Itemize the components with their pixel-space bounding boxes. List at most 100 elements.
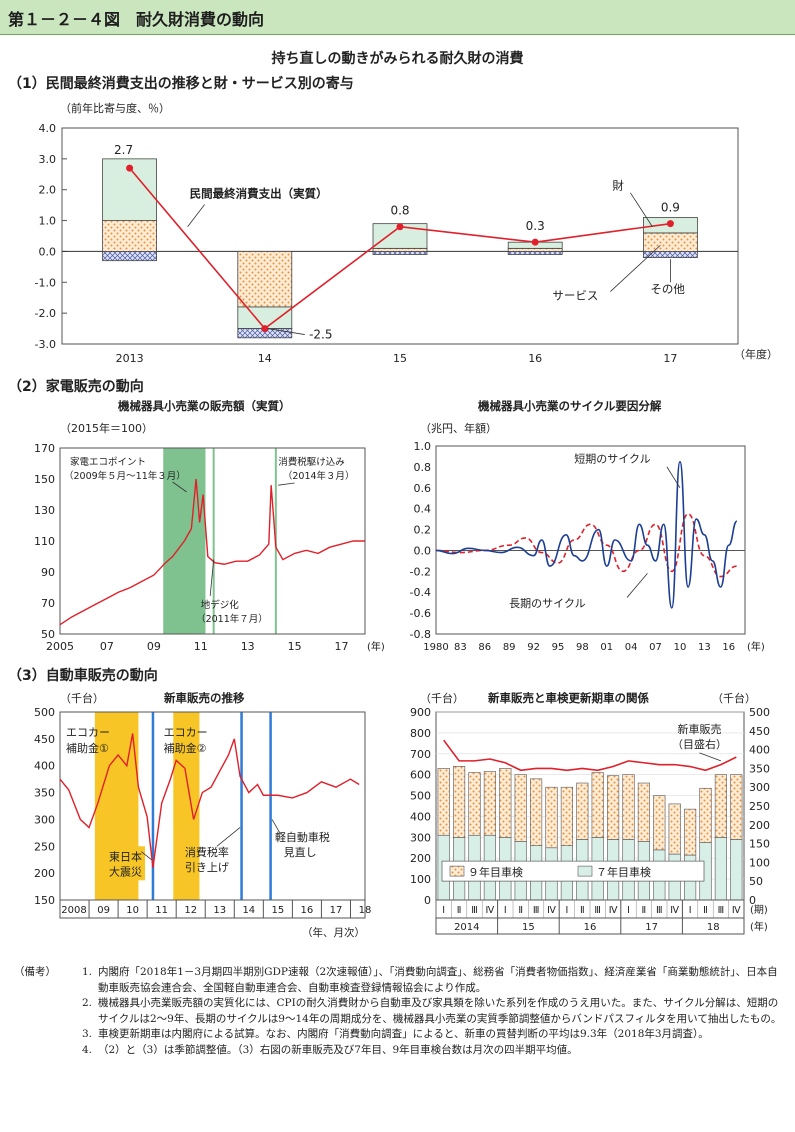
y-tick-label-right: 250 [749,800,770,813]
total-point [531,238,539,246]
value-label: 2.7 [114,143,133,157]
goods-label: 財 [612,179,624,193]
x-unit: （年、月次） [302,926,365,939]
nine-year-bar [714,774,727,838]
note-item: 3. 車検更新期車は内閣府による試算。なお、内閣府「消費動向調査」によると、新車… [14,1027,784,1043]
y-tick-label-right: 200 [749,819,770,832]
x-tick-label: 95 [552,642,565,653]
x-tick-label: 15 [271,905,284,916]
y-tick-label-right: 150 [749,838,770,851]
service-bar [237,251,293,308]
nine-year-bar [637,782,650,842]
quarter-label: Ⅱ [518,905,523,916]
sales-label: 新車販売 [678,722,722,736]
x-tick-label: 04 [625,642,638,653]
short-cycle-line [435,460,738,609]
total-point [126,164,134,172]
y-tick-label-right: 350 [749,762,770,775]
note-text: 内閣府「2018年1－3月期四半期別GDP速報（2次速報値）」、「消費動向調査」… [98,966,778,994]
notes-label: （備考） [14,966,56,978]
x-axis-band [59,899,366,919]
y-tick-label-right: 100 [749,856,770,869]
value-label: 0.3 [526,219,545,233]
quarter-label: Ⅰ [442,905,445,916]
note-item: 2. 機械器具小売業販売額の実質化には、CPIの耐久消費財から自動車及び家具類を… [14,996,784,1027]
y-tick-label: -0.6 [410,607,431,620]
service-bar [102,220,157,252]
x-tick-label: 13 [698,642,711,653]
leader-line [172,481,187,493]
plot-frame [435,445,746,635]
service-label: サービス [552,288,598,302]
nine-year-bar [591,772,604,838]
y-tick-label-right: 500 [749,706,770,719]
car-chart-unit: （千台） [60,692,104,705]
x-tick-label: 1980 [423,642,448,653]
leader-line [216,827,241,847]
y-tick-label: 0.0 [39,245,57,258]
inspection-chart: 9008007006005004003002001000500450400350… [410,706,770,935]
note-text: （2）と（3）は季節調整値。（3）右図の新車販売及び7年目、9年目車検台数は月次… [98,1043,578,1056]
quarter-label: Ⅲ [533,905,540,916]
inspection-chart-title: 新車販売と車検更新期車の関係 [488,691,649,705]
other-label: その他 [650,282,685,296]
inspection-unit-right: （千台） [712,692,756,705]
section1-title: （1）民間最終消費支出の推移と財・サービス別の寄与 [8,76,354,92]
x-tick-label: 14 [242,905,255,916]
x-tick-label: 2013 [116,352,144,365]
nine-year-bar [668,803,681,855]
long-cycle-label: 長期のサイクル [509,597,585,610]
y-tick-label-right: 450 [749,725,770,738]
nine-year-bar [622,774,635,840]
leader-line [271,819,282,835]
y-tick-label: 400 [34,760,55,773]
tax-label: 消費税駆け込み [278,456,345,468]
y-tick-label: 70 [41,597,55,610]
y-tick-label-right: 50 [749,875,763,888]
y-tick-label-right: 0 [749,894,756,907]
note-item: 4. （2）と（3）は季節調整値。（3）右図の新車販売及び7年目、9年目車検台数… [14,1043,784,1059]
note-text: 機械器具小売業販売額の実質化には、CPIの耐久消費財から自動車及び家具類を除いた… [98,997,782,1025]
seven-year-bar [714,837,727,901]
y-tick-label: 250 [34,840,55,853]
nine-year-bar [699,787,712,843]
leader-line [626,573,648,598]
note-number: 4. [81,1043,92,1056]
quarter-label: Ⅱ [703,905,708,916]
quarter-label: Ⅳ [732,905,741,916]
total-point [261,325,269,333]
quarter-label: Ⅲ [471,905,478,916]
section1-unit: （前年比寄与度、％） [60,102,170,115]
cycle-chart-title: 機械器具小売業のサイクル要因分解 [478,399,662,413]
quarter-label: Ⅱ [642,905,647,916]
appliance-chart-title: 機械器具小売業の販売額（実質） [118,399,291,413]
consumption-chart: 4.0 3.0 2.0 1.0 0.0 -1.0 -2.0 -3.0 2013 14 15 16 17 2… [35,122,739,365]
service-bar [372,247,428,252]
quarter-label: Ⅰ [627,905,630,916]
eco1-label: エコカー [66,726,110,739]
figure-subtitle: 持ち直しの動きがみられる耐久財の消費 [271,51,524,67]
quake-label: 東日本 [109,849,142,863]
other-bar [372,251,428,255]
kei-label2: 見直し [284,845,317,859]
eco-label: 家電エコポイント [70,456,146,468]
x-tick-label: 11 [194,640,208,653]
y-tick-label-left: 900 [410,706,431,719]
sales-unit-label: （目盛右） [672,737,727,751]
x-tick-label: 15 [393,352,407,365]
nine-year-bar [730,774,743,840]
quarter-label: Ⅱ [580,905,585,916]
tax-label: 消費税率 [185,845,229,859]
y-tick-label: 1.0 [414,440,432,453]
short-cycle-label: 短期のサイクル [574,452,650,466]
x-tick-label: 86 [478,642,491,653]
x-tick-label: 13 [213,905,226,916]
legend-nine: ９年目車検 [468,865,523,879]
y-tick-label-left: 800 [410,727,431,740]
x-tick-label: 92 [527,642,540,653]
service-bar [507,247,563,252]
value-label: 0.9 [661,201,680,215]
x-tick-label: 16 [722,642,735,653]
y-tick-label-left: 600 [410,769,431,782]
quarter-label: Ⅳ [486,905,495,916]
